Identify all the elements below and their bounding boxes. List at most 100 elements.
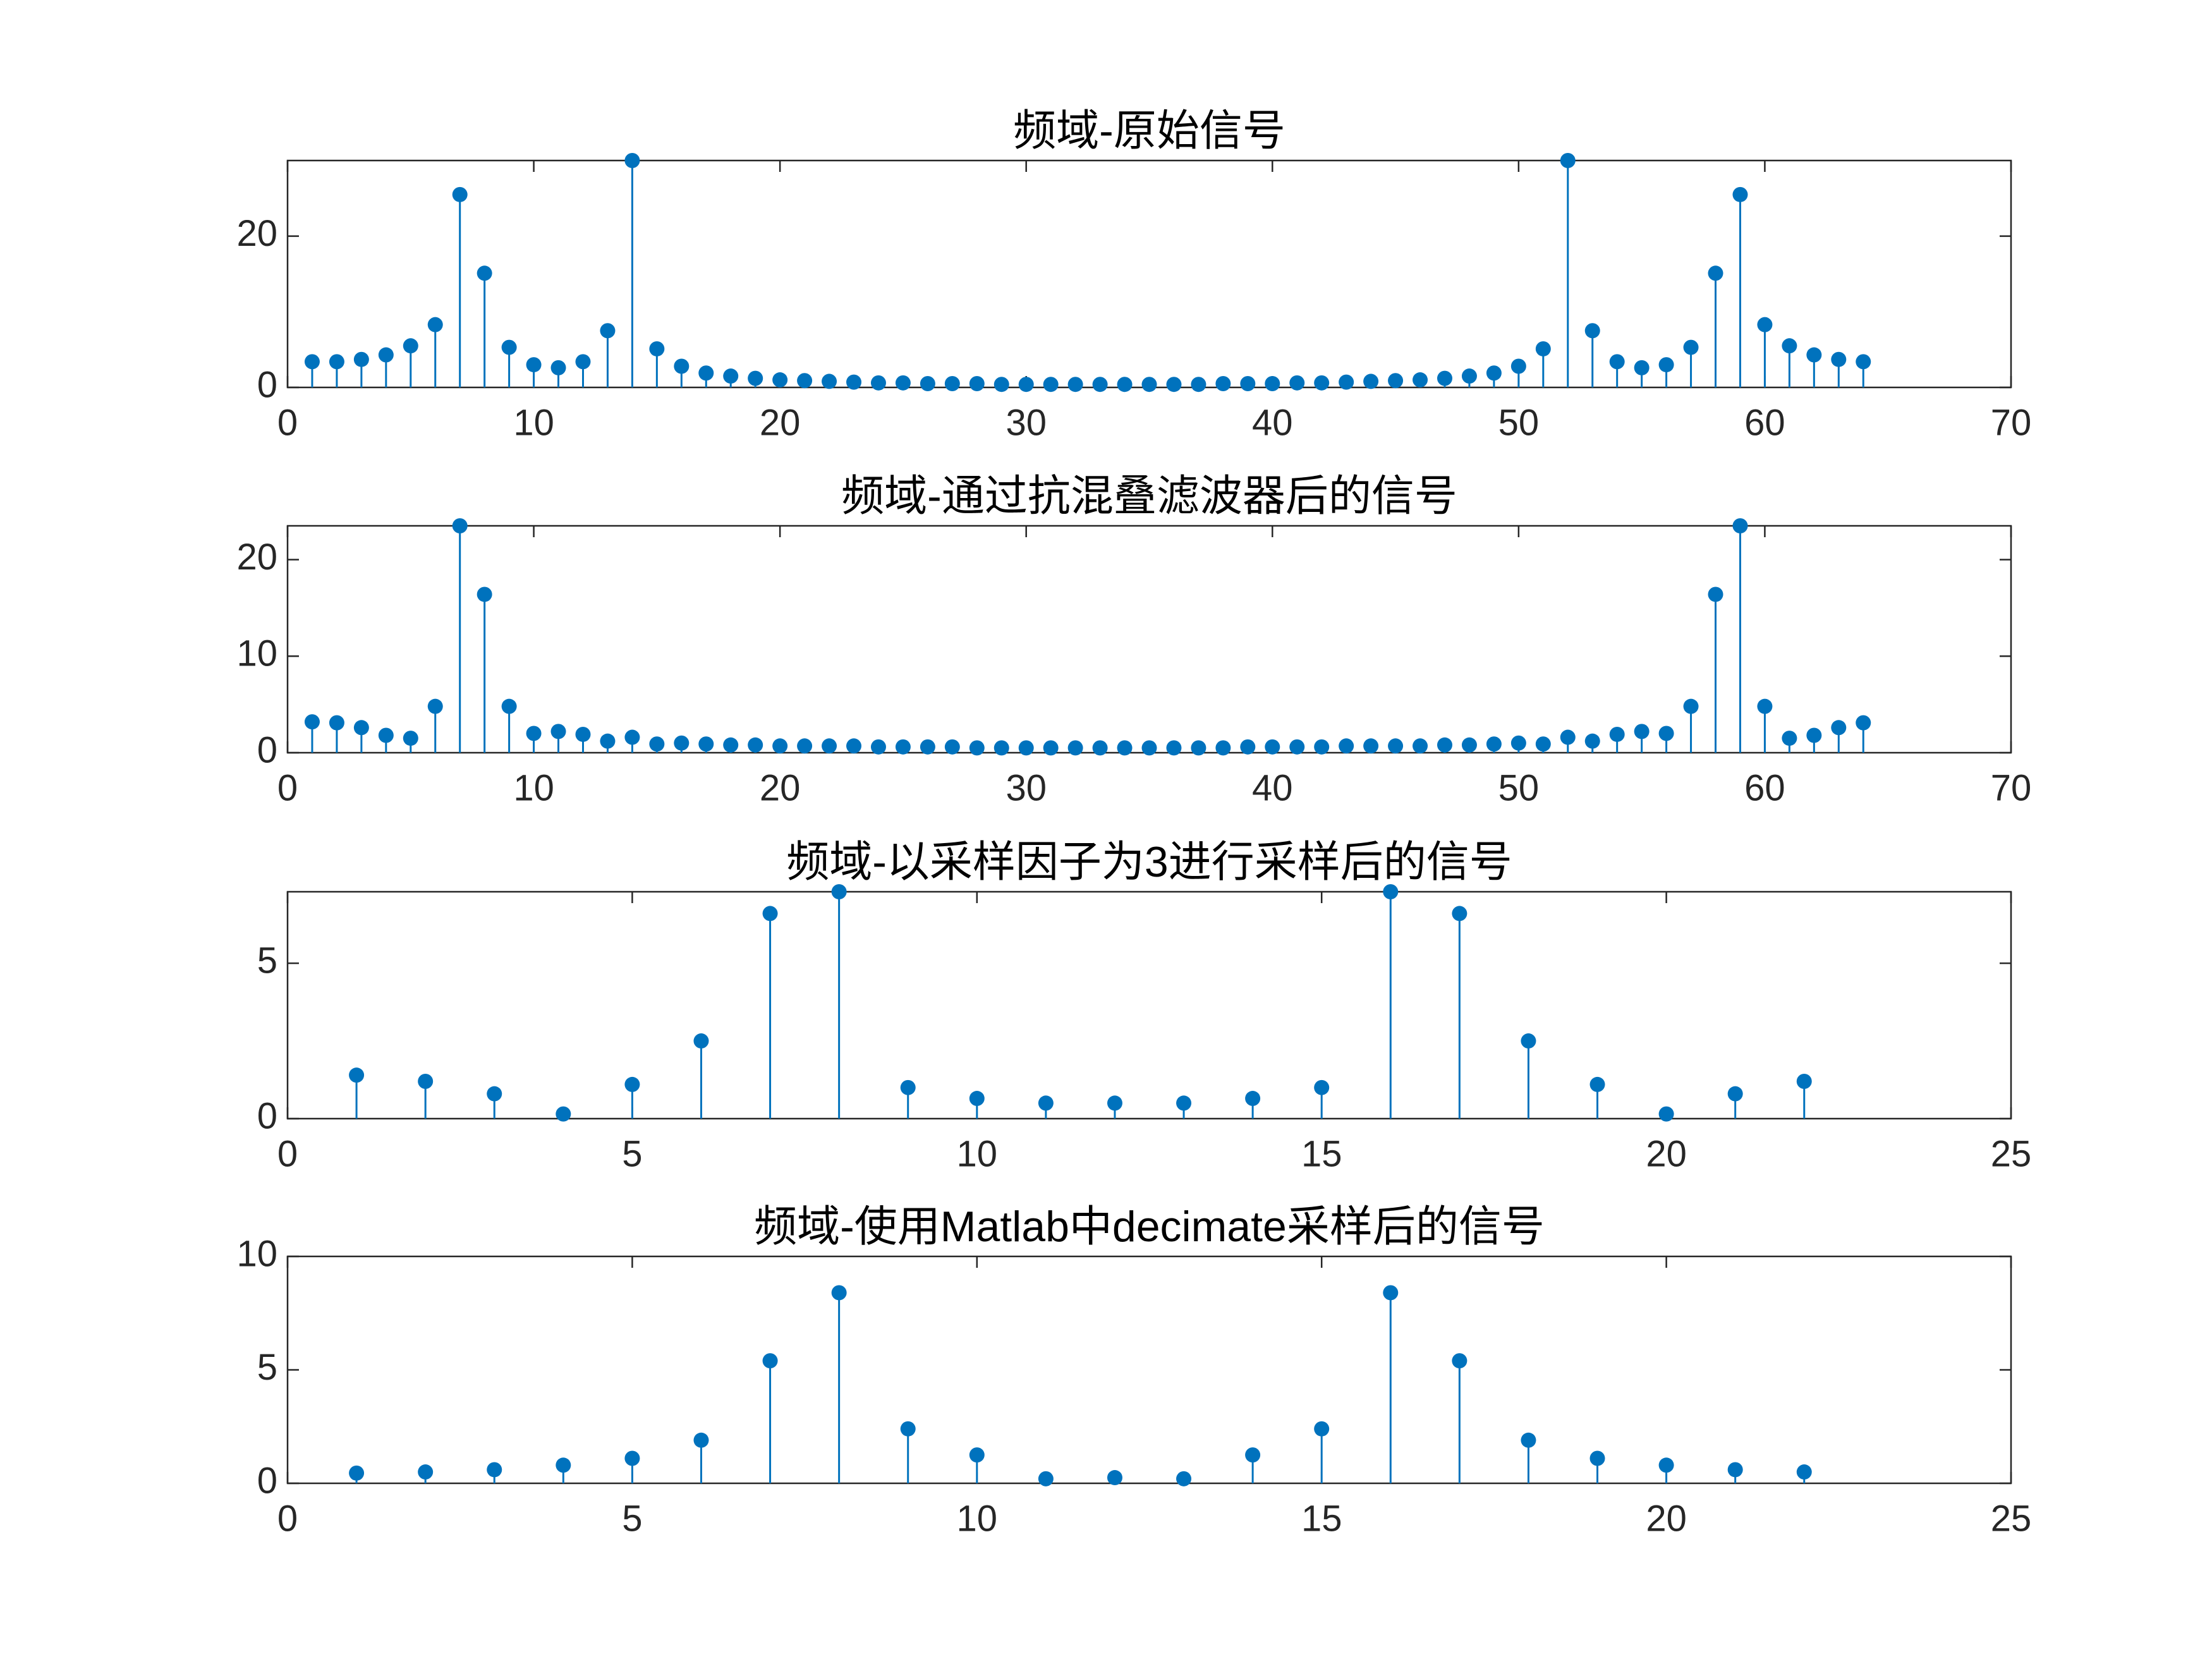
- axes-box: [286, 1255, 2012, 1485]
- stem-marker: [1589, 1076, 1605, 1092]
- stem-marker: [1658, 1106, 1674, 1122]
- y-tick-label: 5: [257, 940, 277, 981]
- x-tick-label: 25: [1991, 1133, 2032, 1174]
- stem-marker: [1176, 1471, 1192, 1486]
- stem-marker: [304, 354, 320, 370]
- stem-marker: [1452, 906, 1468, 921]
- stem-marker: [1215, 376, 1231, 392]
- stem-marker: [1796, 1464, 1812, 1480]
- stem-marker: [403, 338, 418, 354]
- stem-marker: [487, 1086, 502, 1102]
- stem-marker: [969, 1091, 985, 1107]
- stem-marker: [1289, 375, 1305, 391]
- stem-marker: [1018, 740, 1034, 756]
- stem-marker: [1363, 738, 1379, 754]
- x-tick-label: 0: [277, 402, 298, 443]
- y-tick-label: 10: [236, 1233, 277, 1274]
- x-tick-label: 20: [760, 402, 801, 443]
- stem-marker: [1141, 377, 1157, 392]
- stem-marker: [477, 265, 492, 281]
- x-tick-label: 10: [957, 1133, 998, 1174]
- stem-marker: [1560, 729, 1576, 745]
- stem-marker: [1683, 339, 1699, 355]
- x-tick-label: 5: [622, 1133, 642, 1174]
- stem-marker: [1782, 338, 1797, 354]
- stem-marker: [723, 737, 739, 753]
- y-tick-label: 5: [257, 1347, 277, 1388]
- stem-marker: [1658, 1457, 1674, 1473]
- stem-marker: [501, 339, 517, 355]
- stem-marker: [501, 698, 517, 714]
- stem-marker: [1727, 1086, 1743, 1102]
- stem-marker: [944, 376, 960, 392]
- stem-marker: [674, 735, 690, 751]
- stem-marker: [969, 376, 985, 392]
- stem-marker: [1732, 186, 1748, 202]
- stem-marker: [1018, 377, 1034, 392]
- stem-marker: [550, 360, 566, 375]
- stem-marker: [1043, 377, 1059, 392]
- stem-marker: [624, 153, 640, 168]
- stem-marker: [600, 323, 616, 339]
- stem-marker: [1245, 1091, 1261, 1107]
- stem-marker: [1107, 1470, 1122, 1486]
- stem-marker: [762, 906, 778, 921]
- stem-marker: [1107, 1095, 1122, 1111]
- stem-marker: [1038, 1471, 1054, 1486]
- x-tick-label: 70: [1991, 402, 2032, 443]
- stem-marker: [1092, 377, 1108, 392]
- stem-marker: [1757, 317, 1773, 332]
- stem-marker: [969, 1447, 985, 1463]
- stem-marker: [1486, 365, 1502, 381]
- x-tick-label: 20: [1646, 1498, 1687, 1539]
- stem-marker: [1176, 1095, 1192, 1111]
- x-tick-label: 30: [1006, 402, 1047, 443]
- stem-marker: [895, 739, 911, 755]
- stem-marker: [846, 738, 862, 754]
- stem-marker: [1796, 1073, 1812, 1089]
- stem-marker: [378, 727, 394, 743]
- stem-marker: [1388, 373, 1404, 389]
- stem-marker: [1584, 323, 1600, 339]
- stem-marker: [624, 1076, 640, 1092]
- x-tick-label: 70: [1991, 767, 2032, 808]
- stem-marker: [1634, 360, 1650, 375]
- stem-marker: [624, 1450, 640, 1466]
- stem-marker: [1117, 740, 1133, 756]
- stem-marker: [1535, 736, 1551, 752]
- stem-marker: [575, 726, 591, 742]
- stem-marker: [1560, 153, 1576, 168]
- stem-marker: [772, 738, 788, 754]
- axes-box: [286, 525, 2012, 754]
- x-tick-label: 15: [1301, 1133, 1342, 1174]
- stem-marker: [1732, 518, 1748, 533]
- stem-marker: [1383, 884, 1399, 899]
- stem-marker: [1658, 357, 1674, 373]
- stem-marker: [378, 347, 394, 363]
- stem-marker: [1166, 377, 1182, 392]
- stem-marker: [1363, 374, 1379, 389]
- stem-marker: [1314, 1421, 1330, 1437]
- stem-marker: [831, 884, 847, 899]
- stem-marker: [1245, 1447, 1261, 1463]
- stem-marker: [772, 372, 788, 388]
- stem-marker: [748, 737, 763, 753]
- stem-marker: [900, 1079, 916, 1095]
- stem-marker: [1683, 698, 1699, 714]
- stem-marker: [969, 740, 985, 756]
- stem-marker: [329, 715, 344, 731]
- x-tick-label: 25: [1991, 1498, 2032, 1539]
- stem-marker: [1413, 738, 1428, 754]
- stem-marker: [1521, 1432, 1536, 1448]
- stem-marker: [846, 374, 862, 390]
- stem-marker: [920, 739, 935, 755]
- stem-marker: [1289, 739, 1305, 755]
- x-tick-label: 0: [277, 767, 298, 808]
- stem-marker: [1535, 341, 1551, 356]
- x-tick-label: 30: [1006, 767, 1047, 808]
- stem-marker: [427, 698, 443, 714]
- chart-title: 频域-通过抗混叠滤波器后的信号: [841, 472, 1457, 520]
- stem-marker: [1141, 740, 1157, 756]
- stem-marker: [349, 1067, 365, 1083]
- stem-marker: [1092, 740, 1108, 756]
